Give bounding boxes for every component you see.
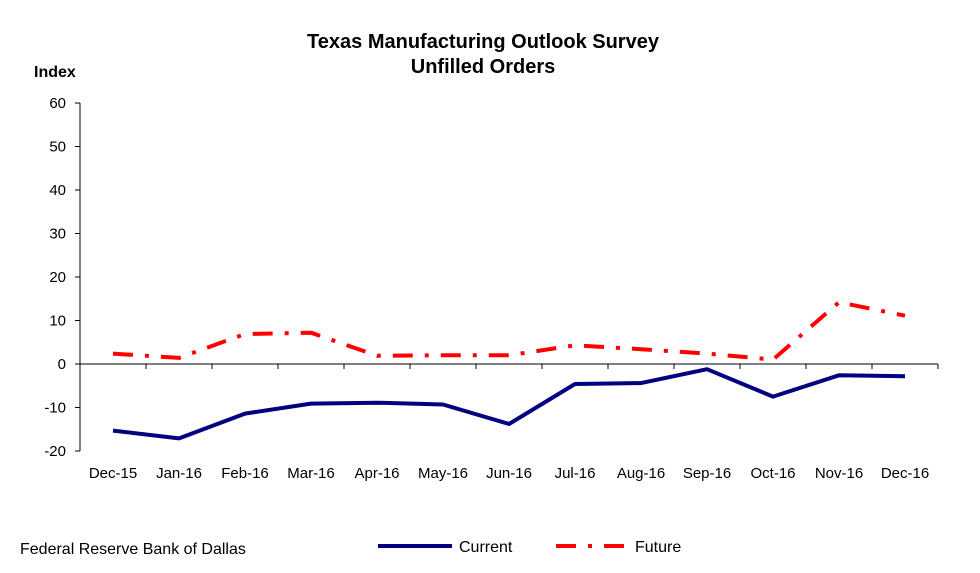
x-tick-label: Mar-16 [287,465,335,482]
x-tick-label: Dec-15 [89,465,137,482]
chart-title: Texas Manufacturing Outlook Survey [307,31,660,53]
x-tick-label: Sep-16 [683,465,731,482]
y-tick-label: 40 [49,182,66,199]
x-tick-label: Dec-16 [881,465,929,482]
x-axis-ticks: Dec-15 Jan-16 Feb-16 Mar-16 Apr-16 May-16 Jun-… [79,364,939,482]
y-tick-label: 10 [49,313,66,330]
axes [79,103,938,451]
y-tick-label: 60 [49,95,66,112]
y-tick-label: -20 [44,443,66,460]
x-tick-label: Oct-16 [750,465,795,482]
y-axis-ticks: 60 50 40 30 20 10 0 -10 -20 [44,95,80,460]
x-tick-label: Feb-16 [221,465,269,482]
y-axis-label: Index [34,64,76,81]
x-tick-label: Jun-16 [486,465,532,482]
legend-label-current: Current [459,539,513,556]
chart-subtitle: Unfilled Orders [411,56,555,78]
series-lines [112,300,906,441]
source-note: Federal Reserve Bank of Dallas [20,541,246,558]
y-tick-label: 20 [49,269,66,286]
x-tick-label: Aug-16 [617,465,665,482]
x-tick-label: Apr-16 [354,465,399,482]
x-tick-label: Jul-16 [555,465,596,482]
x-tick-label: May-16 [418,465,468,482]
y-tick-label: 50 [49,139,66,156]
series-line-current [112,367,906,441]
legend-label-future: Future [635,539,681,556]
y-tick-label: 30 [49,226,66,243]
legend: Current Future [378,539,681,556]
x-tick-label: Nov-16 [815,465,863,482]
y-tick-label: -10 [44,400,66,417]
x-tick-label: Jan-16 [156,465,202,482]
y-tick-label: 0 [58,356,66,373]
series-line-future [112,300,906,362]
